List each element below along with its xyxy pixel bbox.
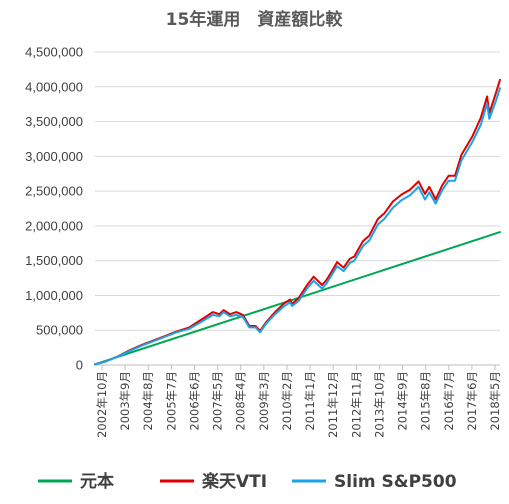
series-line-1 <box>94 78 501 366</box>
y-tick-label: 4,500,000 <box>25 45 83 60</box>
series-lines <box>94 78 501 366</box>
x-tick-label: 2011年1月 <box>303 371 317 431</box>
y-axis-tick-labels: 0 500,000 1,000,000 1,500,000 2,000,000 2,500… <box>25 45 83 373</box>
x-tick-label: 2014年9月 <box>396 371 410 431</box>
y-tick-label: 3,000,000 <box>25 149 83 164</box>
y-tick-label: 1,500,000 <box>25 253 83 268</box>
legend-label: 元本 <box>80 471 114 492</box>
x-tick-label: 2002年10月 <box>95 371 109 438</box>
series-line-2 <box>94 87 501 366</box>
chart-title: 15年運用 資産額比較 <box>166 9 344 30</box>
x-tick-label: 2003年9月 <box>118 371 132 431</box>
y-tick-label: 500,000 <box>36 323 83 338</box>
x-axis <box>95 364 500 370</box>
x-tick-label: 2015年8月 <box>419 371 433 431</box>
y-tick-label: 2,000,000 <box>25 218 83 233</box>
y-tick-label: 1,000,000 <box>25 288 83 303</box>
x-tick-label: 2006年6月 <box>187 371 201 431</box>
legend-label: Slim S&P500 <box>334 472 457 492</box>
x-tick-label: 2008年4月 <box>234 371 248 431</box>
x-tick-label: 2017年6月 <box>465 371 479 431</box>
y-tick-label: 2,500,000 <box>25 184 83 199</box>
legend-label: 楽天VTI <box>202 471 267 492</box>
y-tick-label: 3,500,000 <box>25 114 83 129</box>
x-tick-label: 2010年2月 <box>280 371 294 431</box>
x-tick-label: 2013年10月 <box>372 371 386 438</box>
y-tick-label: 0 <box>76 358 83 373</box>
gridlines <box>95 51 500 331</box>
x-axis-tick-labels: 2002年10月 2003年9月 2004年8月 2005年7月 2006年6月 2007… <box>95 371 502 438</box>
chart-legend: 元本 楽天VTI Slim S&P500 <box>38 471 457 492</box>
x-tick-label: 2011年12月 <box>326 371 340 438</box>
x-tick-label: 2018年5月 <box>488 371 502 431</box>
x-tick-label: 2016年7月 <box>442 371 456 431</box>
x-tick-label: 2007年5月 <box>211 371 225 431</box>
x-tick-label: 2009年3月 <box>257 371 271 431</box>
x-tick-label: 2012年11月 <box>349 371 363 438</box>
x-tick-label: 2004年8月 <box>141 371 155 431</box>
x-tick-label: 2005年7月 <box>164 371 178 431</box>
y-tick-label: 4,000,000 <box>25 79 83 94</box>
